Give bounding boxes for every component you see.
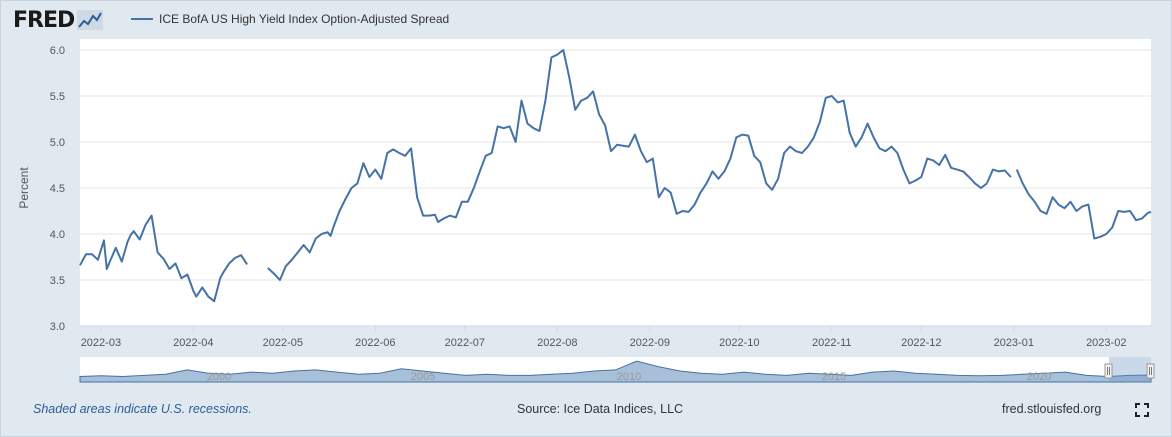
series-group — [79, 49, 1152, 303]
x-tick-label: 2022-11 — [812, 337, 852, 349]
series-line[interactable] — [79, 214, 248, 303]
site-link[interactable]: fred.stlouisfed.org — [1002, 402, 1102, 416]
legend-swatch — [131, 18, 153, 20]
fullscreen-icon[interactable] — [1135, 403, 1149, 417]
navigator-labels: 2000 2005 2010 2015 2020 — [207, 371, 1051, 383]
legend-label: ICE BofA US High Yield Index Option-Adju… — [159, 12, 450, 26]
navigator-label: 2010 — [617, 371, 641, 383]
navigator-label: 2005 — [411, 371, 435, 383]
navigator-label: 2015 — [822, 371, 846, 383]
y-tick-label: 5.0 — [50, 137, 65, 149]
navigator-handle-icon[interactable] — [1146, 363, 1155, 379]
line-chart[interactable]: 3.03.54.04.55.05.56.0 2022-03 2022-04 2022… — [1, 39, 1172, 389]
y-axis-label: Percent — [17, 167, 31, 209]
x-tick-label: 2023-01 — [994, 337, 1034, 349]
fred-logo-graph-icon — [77, 10, 104, 30]
y-tick-label: 5.5 — [50, 91, 65, 103]
chart-legend[interactable]: ICE BofA US High Yield Index Option-Adju… — [131, 12, 449, 26]
fred-logo[interactable]: FRED — [13, 7, 104, 33]
y-tick-label: 3.0 — [50, 321, 65, 333]
logo-text: FRED — [13, 7, 75, 33]
series-line[interactable] — [1015, 169, 1152, 240]
navigator-handle-icon[interactable] — [1104, 363, 1113, 379]
x-axis-ticks: 2022-03 2022-04 2022-05 2022-06 2022-07 2022-… — [80, 325, 1151, 349]
plot-area — [80, 39, 1151, 326]
x-tick-label: 2022-07 — [445, 337, 485, 349]
series-line[interactable] — [985, 168, 1012, 184]
x-tick-label: 2022-06 — [355, 337, 395, 349]
x-tick-label: 2022-05 — [263, 337, 303, 349]
navigator-label: 2000 — [207, 371, 231, 383]
recession-note: Shaded areas indicate U.S. recessions. — [33, 402, 252, 416]
x-tick-label: 2022-10 — [719, 337, 759, 349]
x-tick-label: 2022-12 — [901, 337, 941, 349]
navigator-label: 2020 — [1027, 371, 1051, 383]
x-tick-label: 2022-08 — [537, 337, 577, 349]
series-line[interactable] — [267, 49, 988, 281]
y-tick-label: 4.0 — [50, 229, 65, 241]
navigator[interactable]: 2000 2005 2010 2015 2020 — [79, 357, 1155, 383]
y-tick-label: 4.5 — [50, 183, 65, 195]
source-text: Source: Ice Data Indices, LLC — [517, 402, 684, 416]
x-tick-label: 2022-04 — [173, 337, 213, 349]
x-tick-label: 2022-03 — [81, 337, 121, 349]
navigator-area — [79, 360, 1152, 383]
x-tick-label: 2022-09 — [630, 337, 670, 349]
y-tick-label: 6.0 — [50, 45, 65, 57]
navigator-selection[interactable] — [1109, 357, 1151, 382]
y-tick-label: 3.5 — [50, 275, 65, 287]
y-axis-ticks: 3.0 3.5 4.0 4.5 5.0 5.5 6.0 — [50, 45, 65, 333]
x-tick-label: 2023-02 — [1086, 337, 1126, 349]
